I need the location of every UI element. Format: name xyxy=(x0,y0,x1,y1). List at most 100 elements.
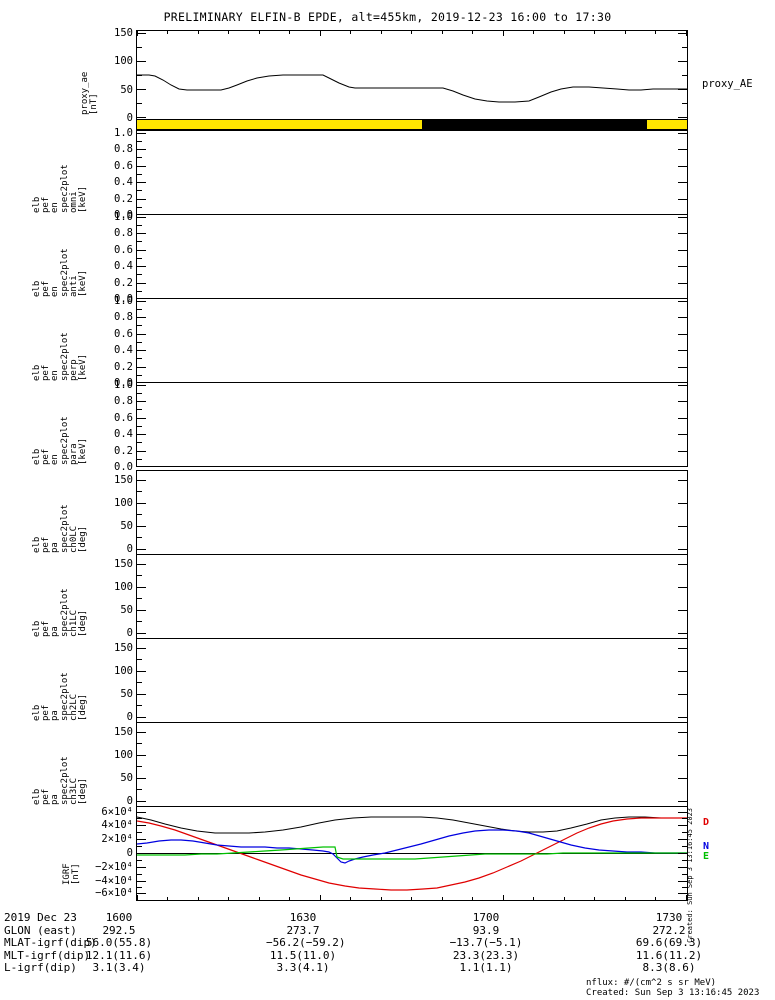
figure-title: PRELIMINARY ELFIN-B EPDE, alt=455km, 201… xyxy=(163,10,612,24)
status-bar-segment xyxy=(421,120,647,129)
ytick-label: 1.0 xyxy=(114,210,133,223)
label-line: [deg] xyxy=(77,525,88,553)
ytick-label: 0.4 xyxy=(114,343,133,356)
footer-row-label: MLAT-igrf(dip) xyxy=(4,936,97,950)
ytick-label: 0.6 xyxy=(114,159,133,172)
status-bar-segment xyxy=(646,120,687,129)
ytick-label: 1.0 xyxy=(114,378,133,391)
panel-pa-ch2lc: 150 100 50 0 elb pef pa spec2plot ch2LC … xyxy=(32,638,688,723)
ytick-label: 0.4 xyxy=(114,259,133,272)
panel-pa-ch1lc: 150 100 50 0 elb pef pa spec2plot ch1LC … xyxy=(32,554,688,639)
igrf-legend-d: D xyxy=(703,817,710,828)
label-line: [deg] xyxy=(77,693,88,721)
ytick-label: 1.0 xyxy=(114,294,133,307)
credits-block: nflux: #/(cm^2 s sr MeV) Created: Sun Se… xyxy=(586,978,759,998)
footer-cell: 3.3(4.1) xyxy=(276,961,330,975)
ytick-label: 0.2 xyxy=(114,276,133,289)
footer-cell: 3.1(3.4) xyxy=(92,961,146,975)
ytick-label: 0.0 xyxy=(114,292,133,305)
footer-cell: 11.6(11.2) xyxy=(635,948,703,962)
label-line: [deg] xyxy=(77,777,88,805)
ytick-label: −2×10⁴ xyxy=(95,860,133,873)
footer-cell: 1730 xyxy=(655,911,683,924)
footer-cell: 8.3(8.6) xyxy=(642,961,696,975)
pa-ch0lc-yticklabels: 150 100 50 0 xyxy=(95,471,133,554)
footer-row: MLT-igrf(dip) 12.1(11.6) 11.5(11.0) 23.3… xyxy=(0,948,775,963)
ytick-label: 150 xyxy=(114,725,133,738)
footer-row-label: L-igrf(dip) xyxy=(4,961,77,975)
igrf-trace-d xyxy=(137,817,687,891)
created-timestamp: Created: Sun Sep 3 13:16:45 2023 xyxy=(586,988,760,998)
panel-en-perp: 1.0 0.8 0.6 0.4 0.2 0.0 elb pef en spec2… xyxy=(32,296,688,388)
proxy-ae-yticklabels: 150 100 50 0 xyxy=(95,26,133,123)
panel-pa-ch3lc: 150 100 50 0 elb pef pa spec2plot ch3LC … xyxy=(32,722,688,807)
legend-proxy-ae: proxy_AE xyxy=(702,78,753,90)
ytick-label: 0.0 xyxy=(114,376,133,389)
ytick-label: 1.0 xyxy=(114,126,133,139)
label-line: [keV] xyxy=(77,353,88,381)
ytick-label: 0.2 xyxy=(114,360,133,373)
ytick-label: 0 xyxy=(126,111,133,124)
ytick-label: 0.8 xyxy=(114,142,133,155)
status-bar-segment xyxy=(137,120,422,129)
ytick-label: 0 xyxy=(126,626,133,639)
ytick-label: 0.8 xyxy=(114,226,133,239)
panel-label-en-omni: elb pef en spec2plot omni [keV] xyxy=(32,164,88,213)
label-line: [nT] xyxy=(89,93,100,115)
ytick-label: −6×10⁴ xyxy=(95,886,133,899)
footer-cell: 1630 xyxy=(289,911,317,924)
ytick-label: 0.4 xyxy=(114,175,133,188)
ytick-label: 150 xyxy=(114,26,133,39)
panel-label-proxy-ae: proxy_ae [nT] xyxy=(80,72,100,115)
footer-row-label: MLT-igrf(dip) xyxy=(4,948,91,962)
pa-ch3lc-yticklabels: 150 100 50 0 xyxy=(95,723,133,806)
ytick-label: 0.6 xyxy=(114,327,133,340)
label-line: [keV] xyxy=(77,185,88,213)
panel-pa-ch0lc: 150 100 50 0 elb pef pa spec2plot ch0LC … xyxy=(32,470,688,555)
panel-label-en-perp: elb pef en spec2plot perp [keV] xyxy=(32,332,88,381)
ytick-label: 4×10⁴ xyxy=(101,818,133,831)
footer-cell: 69.6(69.3) xyxy=(635,936,703,950)
ytick-label: −4×10⁴ xyxy=(95,874,133,887)
footer-cell: 1700 xyxy=(472,911,500,924)
panel-label-pa-ch3lc: elb pef pa spec2plot ch3LC [deg] xyxy=(32,756,88,805)
ytick-label: 0.0 xyxy=(114,460,133,473)
ytick-label: 0 xyxy=(126,846,133,859)
igrf-traces-svg xyxy=(137,816,687,891)
nflux-units: nflux: #/(cm^2 s sr MeV) xyxy=(586,978,717,988)
ytick-label: 0.2 xyxy=(114,192,133,205)
footer-cell: 11.5(11.0) xyxy=(269,948,337,962)
ytick-label: 150 xyxy=(114,641,133,654)
ytick-label: 0 xyxy=(126,794,133,807)
footer-cell: 272.2 xyxy=(652,923,686,937)
ytick-label: 0.0 xyxy=(114,208,133,221)
ytick-label: 0.6 xyxy=(114,411,133,424)
igrf-yticklabels: 6×10⁴ 4×10⁴ 2×10⁴ 0 −2×10⁴ −4×10⁴ −6×10⁴ xyxy=(77,807,133,900)
proxy-ae-trace-svg xyxy=(137,74,687,103)
ytick-label: 100 xyxy=(114,54,133,67)
panel-label-pa-ch1lc: elb pef pa spec2plot ch1LC [deg] xyxy=(32,588,88,637)
ytick-label: 50 xyxy=(120,603,133,616)
ytick-label: 0 xyxy=(126,710,133,723)
footer-cell: −13.7(−5.1) xyxy=(449,936,523,950)
panel-label-pa-ch2lc: elb pef pa spec2plot ch2LC [deg] xyxy=(32,672,88,721)
igrf-trace-n xyxy=(137,829,687,864)
ytick-label: 150 xyxy=(114,557,133,570)
panel-en-anti: 1.0 0.8 0.6 0.4 0.2 0.0 elb pef en spec2… xyxy=(32,212,688,304)
en-omni-yticklabels: 1.0 0.8 0.6 0.4 0.2 0.0 xyxy=(95,126,133,220)
footer-cell: 23.3(23.3) xyxy=(452,948,520,962)
ytick-label: 100 xyxy=(114,580,133,593)
ytick-label: 0.6 xyxy=(114,243,133,256)
en-perp-yticklabels: 1.0 0.8 0.6 0.4 0.2 0.0 xyxy=(95,294,133,388)
panel-label-igrf: IGRF [nT] xyxy=(62,863,81,885)
footer-cell: 292.5 xyxy=(102,923,136,937)
label-line: [deg] xyxy=(77,609,88,637)
footer-row: L-igrf(dip) 3.1(3.4) 3.3(4.1) 1.1(1.1) 8… xyxy=(0,962,775,975)
footer-cell: 12.1(11.6) xyxy=(85,948,153,962)
ytick-label: 6×10⁴ xyxy=(101,805,133,818)
footer-cell: −56.2(−59.2) xyxy=(266,936,346,950)
footer-row: 2019 Dec 23 1600 1630 1700 1730 xyxy=(0,911,775,925)
footer-cell: 56.0(55.8) xyxy=(85,936,153,950)
label-line: [keV] xyxy=(77,437,88,465)
panel-label-en-anti: elb pef en spec2plot anti [keV] xyxy=(32,248,88,297)
